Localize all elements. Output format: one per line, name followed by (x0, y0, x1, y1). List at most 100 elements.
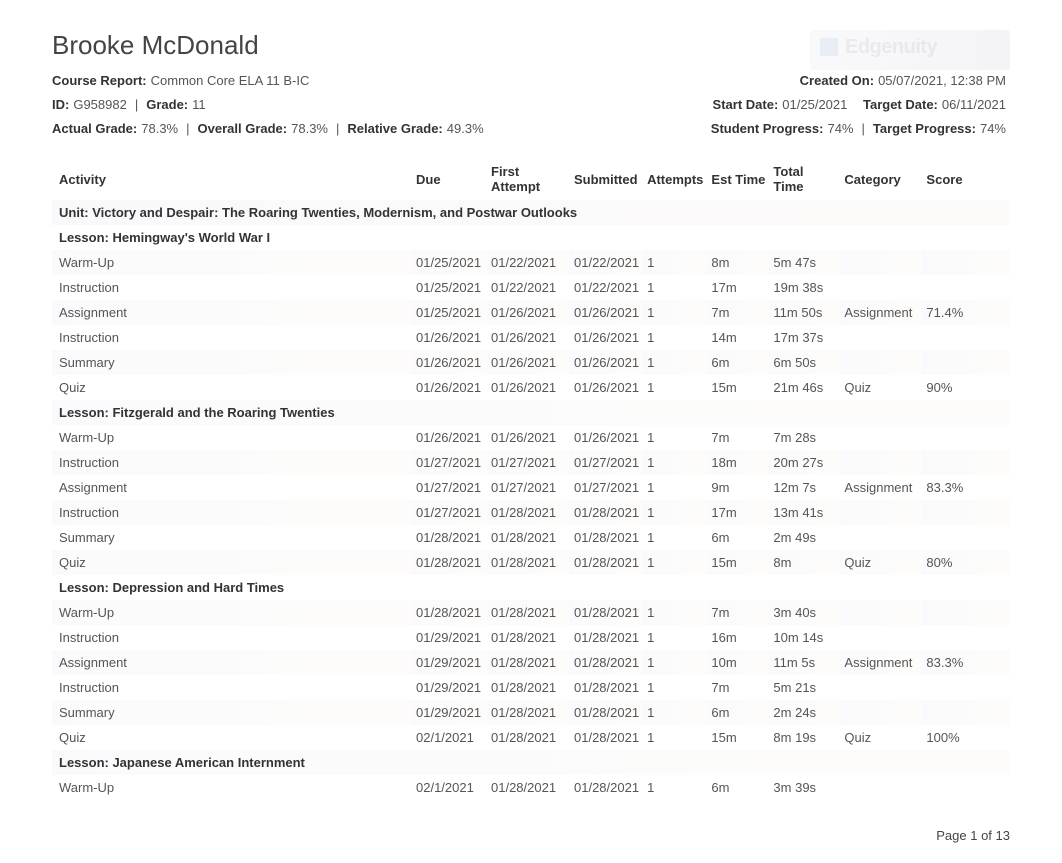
cell-category (840, 600, 922, 625)
cell-attempts: 1 (643, 275, 707, 300)
cell-category (840, 250, 922, 275)
start-date-label: Start Date: (713, 94, 779, 116)
cell-activity: Warm-Up (52, 775, 412, 800)
cell-total-time: 12m 7s (769, 475, 840, 500)
id-value: G958982 (73, 94, 127, 116)
cell-category (840, 325, 922, 350)
cell-submitted: 01/26/2021 (570, 425, 643, 450)
cell-score (922, 250, 1010, 275)
page-footer: Page 1 of 13 (52, 828, 1010, 843)
cell-score: 80% (922, 550, 1010, 575)
cell-total-time: 3m 39s (769, 775, 840, 800)
col-submitted: Submitted (570, 158, 643, 200)
table-row: Instruction01/29/202101/28/202101/28/202… (52, 625, 1010, 650)
cell-due: 01/27/2021 (412, 450, 487, 475)
unit-title: Unit: Victory and Despair: The Roaring T… (52, 200, 1010, 225)
cell-est-time: 14m (707, 325, 769, 350)
lesson-title: Lesson: Depression and Hard Times (52, 575, 1010, 600)
cell-submitted: 01/26/2021 (570, 300, 643, 325)
lesson-title: Lesson: Fitzgerald and the Roaring Twent… (52, 400, 1010, 425)
cell-first-attempt: 01/27/2021 (487, 450, 570, 475)
cell-activity: Instruction (52, 500, 412, 525)
student-progress-value: 74% (827, 118, 853, 140)
cell-submitted: 01/28/2021 (570, 725, 643, 750)
cell-category: Assignment (840, 475, 922, 500)
table-row: Summary01/29/202101/28/202101/28/202116m… (52, 700, 1010, 725)
relative-grade-value: 49.3% (447, 118, 484, 140)
cell-est-time: 8m (707, 250, 769, 275)
cell-total-time: 10m 14s (769, 625, 840, 650)
cell-activity: Assignment (52, 300, 412, 325)
cell-first-attempt: 01/28/2021 (487, 550, 570, 575)
start-date-value: 01/25/2021 (782, 94, 847, 116)
separator: | (862, 118, 865, 140)
cell-due: 01/26/2021 (412, 375, 487, 400)
cell-attempts: 1 (643, 475, 707, 500)
table-row: Lesson: Japanese American Internment (52, 750, 1010, 775)
table-row: Instruction01/29/202101/28/202101/28/202… (52, 675, 1010, 700)
cell-score (922, 775, 1010, 800)
cell-first-attempt: 01/26/2021 (487, 325, 570, 350)
col-est-time: Est Time (707, 158, 769, 200)
cell-due: 01/28/2021 (412, 550, 487, 575)
cell-activity: Summary (52, 525, 412, 550)
cell-submitted: 01/28/2021 (570, 700, 643, 725)
cell-total-time: 8m (769, 550, 840, 575)
table-row: Instruction01/27/202101/27/202101/27/202… (52, 450, 1010, 475)
cell-first-attempt: 01/26/2021 (487, 425, 570, 450)
cell-score (922, 350, 1010, 375)
target-progress-label: Target Progress: (873, 118, 976, 140)
cell-first-attempt: 01/26/2021 (487, 350, 570, 375)
table-row: Summary01/26/202101/26/202101/26/202116m… (52, 350, 1010, 375)
cell-activity: Summary (52, 700, 412, 725)
table-row: Assignment01/29/202101/28/202101/28/2021… (52, 650, 1010, 675)
cell-category: Assignment (840, 300, 922, 325)
cell-category (840, 625, 922, 650)
cell-submitted: 01/28/2021 (570, 625, 643, 650)
table-row: Lesson: Depression and Hard Times (52, 575, 1010, 600)
cell-due: 02/1/2021 (412, 725, 487, 750)
col-category: Category (840, 158, 922, 200)
cell-attempts: 1 (643, 775, 707, 800)
table-row: Summary01/28/202101/28/202101/28/202116m… (52, 525, 1010, 550)
cell-category (840, 275, 922, 300)
cell-category (840, 450, 922, 475)
cell-first-attempt: 01/28/2021 (487, 675, 570, 700)
cell-due: 01/28/2021 (412, 600, 487, 625)
cell-total-time: 7m 28s (769, 425, 840, 450)
cell-total-time: 5m 47s (769, 250, 840, 275)
table-row: Warm-Up01/28/202101/28/202101/28/202117m… (52, 600, 1010, 625)
student-name: Brooke McDonald (52, 30, 259, 61)
cell-activity: Assignment (52, 475, 412, 500)
cell-submitted: 01/28/2021 (570, 775, 643, 800)
cell-activity: Instruction (52, 675, 412, 700)
cell-submitted: 01/28/2021 (570, 600, 643, 625)
cell-category (840, 350, 922, 375)
cell-score: 71.4% (922, 300, 1010, 325)
cell-attempts: 1 (643, 700, 707, 725)
cell-first-attempt: 01/28/2021 (487, 700, 570, 725)
id-label: ID: (52, 94, 69, 116)
cell-attempts: 1 (643, 450, 707, 475)
cell-attempts: 1 (643, 550, 707, 575)
cell-total-time: 8m 19s (769, 725, 840, 750)
cell-submitted: 01/28/2021 (570, 500, 643, 525)
cell-activity: Warm-Up (52, 250, 412, 275)
table-row: Quiz01/26/202101/26/202101/26/2021115m21… (52, 375, 1010, 400)
cell-first-attempt: 01/22/2021 (487, 250, 570, 275)
cell-first-attempt: 01/28/2021 (487, 625, 570, 650)
cell-total-time: 11m 50s (769, 300, 840, 325)
cell-total-time: 2m 24s (769, 700, 840, 725)
cell-est-time: 6m (707, 775, 769, 800)
table-row: Lesson: Fitzgerald and the Roaring Twent… (52, 400, 1010, 425)
cell-due: 01/25/2021 (412, 250, 487, 275)
col-total-time: Total Time (769, 158, 840, 200)
cell-due: 01/26/2021 (412, 325, 487, 350)
cell-total-time: 17m 37s (769, 325, 840, 350)
cell-category: Assignment (840, 650, 922, 675)
cell-score (922, 275, 1010, 300)
cell-score (922, 500, 1010, 525)
cell-due: 02/1/2021 (412, 775, 487, 800)
cell-category: Quiz (840, 725, 922, 750)
cell-score: 83.3% (922, 475, 1010, 500)
